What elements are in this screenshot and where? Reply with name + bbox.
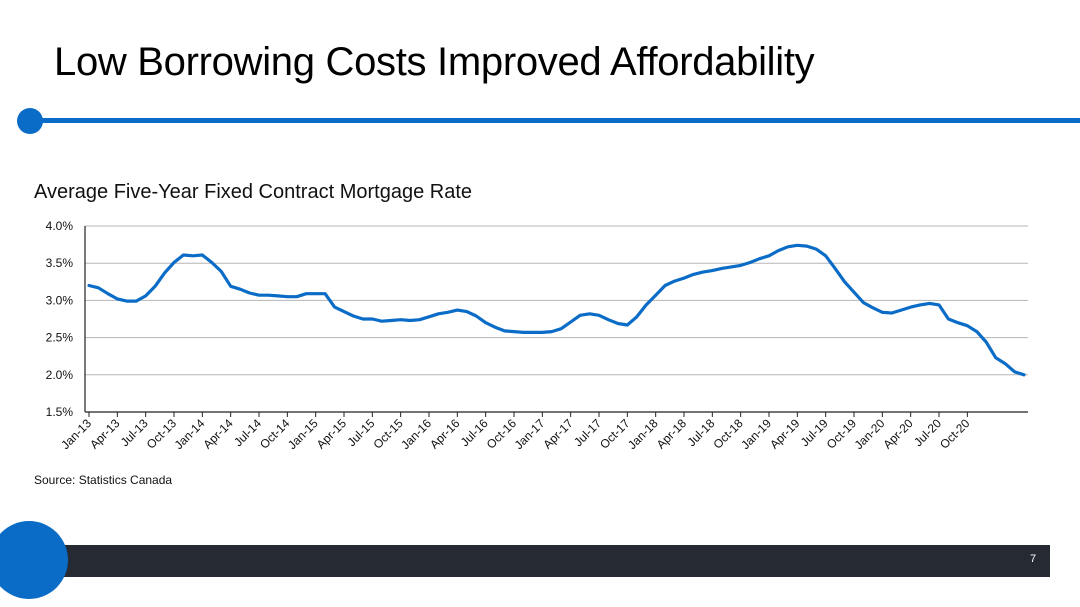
x-tick-label: Jan-14 [172,416,208,452]
slide-title: Low Borrowing Costs Improved Affordabili… [54,40,815,84]
x-tick-label: Oct-19 [824,416,860,452]
x-tick-label: Apr-17 [540,416,576,452]
x-tick-label: Jan-16 [398,416,434,452]
x-tick-label: Apr-20 [880,416,916,452]
y-tick-label: 2.0% [46,368,74,382]
x-tick-label: Oct-18 [710,416,746,452]
source-note: Source: Statistics Canada [34,473,173,487]
x-tick-label: Apr-18 [654,416,690,452]
x-tick-label: Oct-20 [937,416,973,452]
x-tick-label: Apr-16 [427,416,463,452]
title-divider [30,118,1080,123]
mortgage-rate-line [87,243,1026,377]
x-tick-label: Apr-13 [87,416,123,452]
x-tick-label: Jan-19 [738,416,774,452]
chart-title: Average Five-Year Fixed Contract Mortgag… [34,181,472,203]
page-number: 7 [1030,553,1037,565]
y-tick-label: 3.5% [46,256,74,270]
y-tick-label: 3.0% [46,293,74,307]
x-tick-label: Jan-20 [852,416,888,452]
x-tick-label: Apr-15 [314,416,350,452]
footer-accent-circle [0,521,68,599]
footer-bar [30,545,1050,577]
x-tick-label: Apr-19 [767,416,803,452]
x-tick-label: Jan-17 [512,416,548,452]
x-tick-label: Oct-15 [370,416,406,452]
line-chart: 1.5%2.0%2.5%3.0%3.5%4.0%Jan-13Apr-13Jul-… [46,219,1028,452]
x-tick-label: Apr-14 [200,416,236,452]
x-tick-label: Oct-13 [144,416,180,452]
x-tick-label: Jan-18 [625,416,661,452]
y-tick-label: 1.5% [46,405,74,419]
x-tick-label: Oct-16 [484,416,520,452]
y-tick-label: 4.0% [46,219,74,233]
x-tick-label: Jan-15 [285,416,321,452]
x-tick-label: Oct-17 [597,416,633,452]
x-tick-label: Jan-13 [58,416,94,452]
x-tick-label: Oct-14 [257,416,293,452]
y-tick-label: 2.5% [46,331,74,345]
